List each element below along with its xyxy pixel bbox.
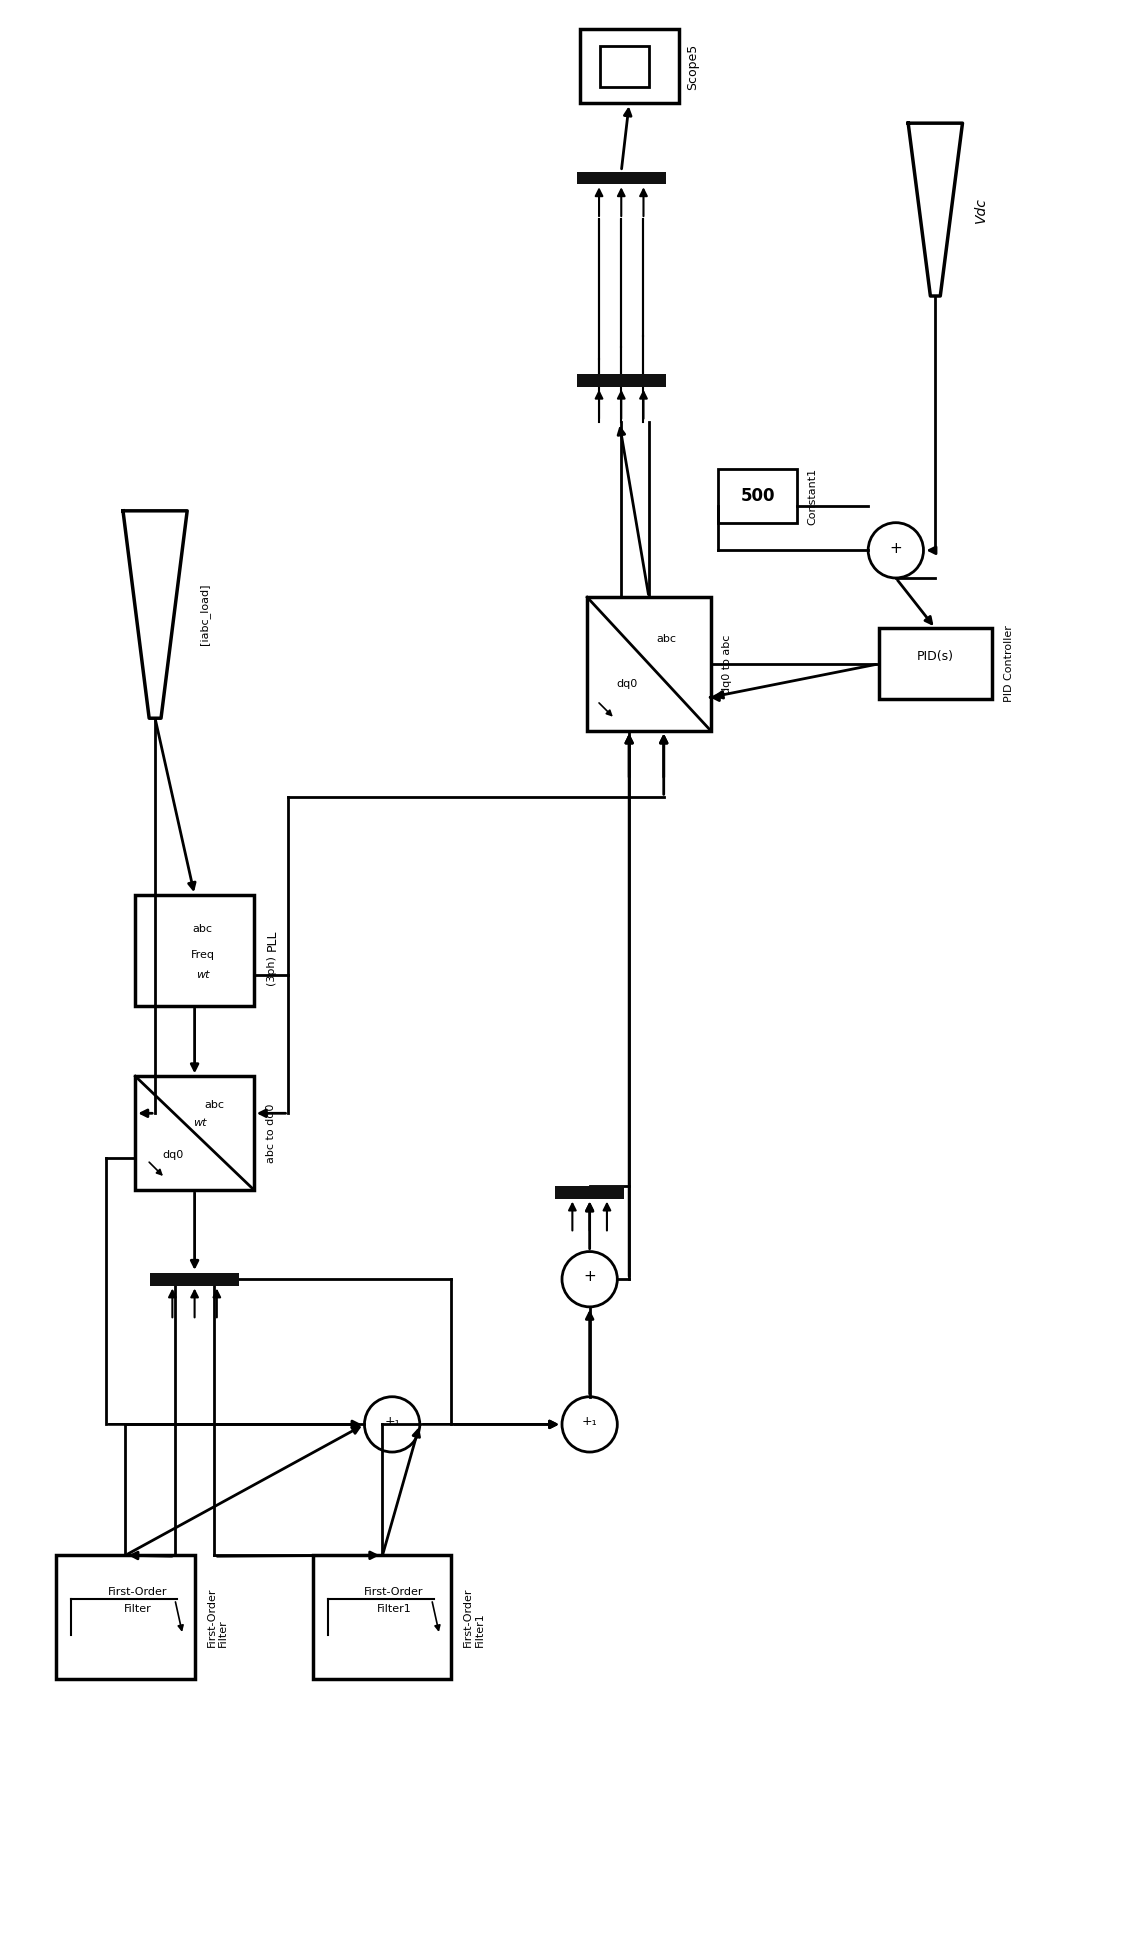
Bar — [56, 1556, 194, 1679]
Text: PLL: PLL — [265, 929, 279, 951]
Bar — [135, 1076, 254, 1191]
Text: abc to dq0: abc to dq0 — [265, 1103, 275, 1163]
Text: wt: wt — [193, 1118, 207, 1128]
Text: Constant1: Constant1 — [807, 467, 817, 525]
Bar — [580, 29, 679, 103]
Bar — [151, 1273, 239, 1286]
Text: [iabc_load]: [iabc_load] — [199, 584, 210, 646]
Bar — [555, 1187, 624, 1199]
Bar — [879, 629, 992, 699]
Text: Scope5: Scope5 — [687, 43, 699, 90]
Bar — [587, 597, 710, 730]
Bar — [577, 375, 665, 386]
Text: Filter1: Filter1 — [377, 1605, 411, 1614]
Text: PID Controller: PID Controller — [1004, 625, 1014, 703]
Text: First-Order
Filter1: First-Order Filter1 — [463, 1587, 484, 1647]
Text: abc: abc — [192, 923, 212, 933]
Text: wt: wt — [196, 970, 209, 980]
Text: dq0 to abc: dq0 to abc — [723, 634, 733, 693]
Text: dq0: dq0 — [617, 679, 637, 689]
Text: +₁: +₁ — [384, 1415, 400, 1429]
Text: abc: abc — [205, 1101, 225, 1111]
Text: +: + — [583, 1269, 596, 1284]
Bar — [314, 1556, 452, 1679]
Text: First-Order
Filter: First-Order Filter — [207, 1587, 228, 1647]
Text: Vdc: Vdc — [975, 197, 988, 223]
Bar — [718, 468, 797, 523]
Text: abc: abc — [656, 634, 677, 644]
Text: +₁: +₁ — [582, 1415, 598, 1429]
Text: (3ph): (3ph) — [265, 955, 275, 986]
Text: Freq: Freq — [190, 951, 215, 960]
Bar — [599, 47, 649, 86]
Text: First-Order: First-Order — [364, 1587, 424, 1597]
Text: +: + — [889, 541, 903, 556]
Text: PID(s): PID(s) — [917, 650, 954, 662]
Text: Filter: Filter — [124, 1605, 152, 1614]
Text: dq0: dq0 — [162, 1150, 183, 1159]
Bar — [135, 896, 254, 1005]
Text: First-Order: First-Order — [108, 1587, 167, 1597]
Bar — [577, 172, 665, 183]
Text: 500: 500 — [741, 486, 774, 506]
